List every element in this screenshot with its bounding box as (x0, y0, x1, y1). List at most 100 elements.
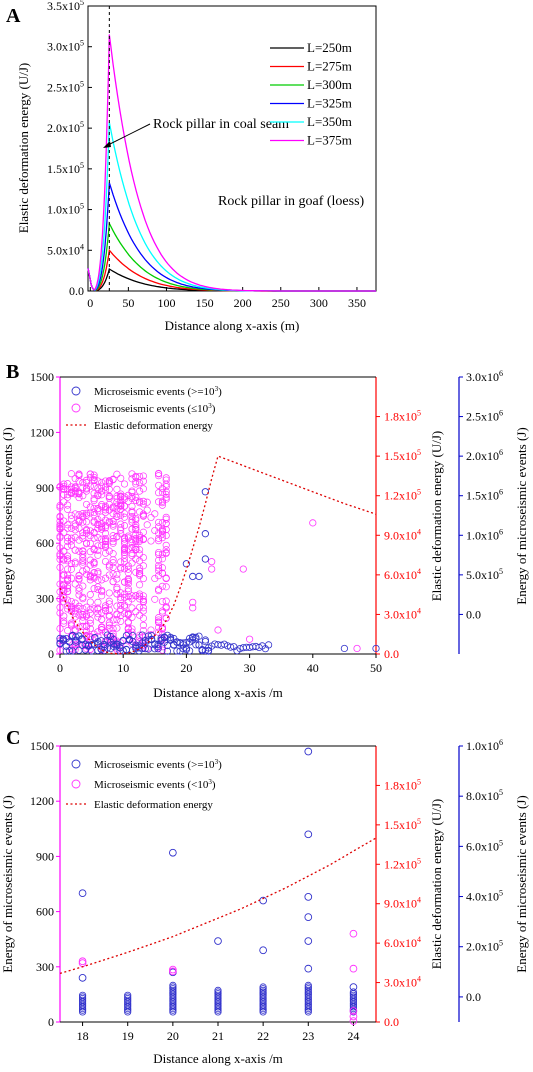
x-tick-label: 21 (212, 1029, 224, 1043)
panel-b-x-ticks: 0 10 20 30 40 50 (57, 654, 382, 675)
event-point-high (201, 555, 210, 563)
y-tick-label: 1.0x105 (47, 202, 84, 217)
event-point-low (155, 616, 163, 624)
event-point-high (349, 983, 358, 991)
event-point-low (136, 570, 144, 578)
event-point-high (214, 986, 222, 995)
event-point-low (64, 565, 72, 573)
event-point-low (120, 509, 129, 518)
event-point-low (136, 581, 144, 589)
event-point-high (124, 996, 132, 1004)
legend-marker (71, 403, 81, 413)
panel-c-left-y-label: Energy of microseismic events (J) (0, 795, 15, 972)
event-point-low (124, 611, 132, 619)
event-point-low (136, 508, 144, 516)
event-point-high (340, 644, 348, 653)
event-point-low (113, 513, 121, 521)
event-point-low (64, 521, 72, 529)
x-tick-label: 50 (370, 661, 382, 675)
panel-b-points (56, 411, 380, 655)
event-point-low (117, 589, 125, 597)
event-point-low (120, 493, 129, 501)
event-point-low (64, 552, 72, 560)
event-point-high (129, 631, 137, 640)
y-tick-label: 0 (48, 1015, 54, 1029)
event-point-low (64, 588, 72, 596)
event-point-low (67, 604, 75, 612)
y-tick-label: 2.5x106 (466, 409, 503, 424)
event-point-low (75, 470, 83, 478)
event-point-low (117, 612, 125, 620)
event-point-low (90, 630, 98, 638)
event-point-low (64, 524, 72, 532)
legend-label: Microseismic events (<103) (94, 778, 216, 791)
event-point-low (120, 603, 129, 611)
panel-b-left-ticks: 0 300 600 900 1200 1500 (30, 370, 60, 661)
event-point-low (136, 534, 144, 542)
event-point-low (132, 537, 140, 545)
event-point-high (192, 633, 200, 642)
legend-label: Microseismic events (>=103) (94, 758, 222, 771)
event-point-low (117, 617, 125, 625)
event-point-low (90, 473, 98, 481)
panel-a-series (87, 34, 376, 292)
event-point-high (195, 632, 203, 640)
event-point-low (158, 582, 166, 590)
event-point-high (304, 747, 313, 756)
event-point-low (94, 576, 102, 584)
event-point-low (98, 541, 106, 549)
event-point-low (109, 532, 117, 540)
event-point-low (128, 487, 136, 495)
event-point-high (169, 986, 177, 995)
event-point-low (90, 585, 98, 593)
event-point-low (117, 601, 125, 609)
event-point-low (86, 616, 94, 624)
event-point-low (132, 516, 140, 524)
y-tick-label: 4.0x105 (466, 889, 503, 904)
event-point-low (94, 534, 102, 542)
x-tick-label: 300 (310, 296, 328, 310)
y-tick-label: 1500 (30, 370, 54, 384)
event-point-low (101, 516, 110, 524)
event-point-low (101, 602, 110, 610)
series-line-L=300m (87, 221, 376, 292)
event-point-low (56, 595, 64, 603)
panel-a-y-ticks: 0.0 5.0x104 1.0x105 1.5x105 2.0x105 2.5x105 3.… (47, 0, 92, 298)
event-point-low (67, 489, 75, 497)
event-point-low (64, 505, 72, 513)
event-point-low (94, 568, 102, 576)
panel-a-label: A (6, 5, 21, 27)
event-point-low (162, 604, 170, 612)
event-point-high (259, 985, 267, 993)
event-point-low (128, 559, 136, 567)
event-point-low (128, 525, 136, 533)
legend-label: L=325m (307, 96, 352, 111)
event-point-low (155, 623, 163, 632)
event-point-low (162, 531, 170, 540)
event-point-low (117, 511, 125, 520)
event-point-low (169, 967, 177, 976)
event-point-low (162, 541, 170, 549)
event-point-low (105, 561, 113, 569)
event-point-low (60, 617, 68, 625)
event-point-low (158, 609, 166, 617)
event-point-low (120, 513, 129, 521)
x-tick-label: 22 (257, 1029, 269, 1043)
series-line-L=250m (87, 267, 376, 292)
event-point-low (64, 486, 72, 494)
event-point-low (139, 626, 147, 635)
event-point-low (71, 483, 79, 491)
event-point-low (155, 489, 163, 497)
event-point-low (98, 478, 106, 486)
event-point-low (113, 585, 121, 593)
event-point-low (132, 496, 140, 504)
legend-label: Elastic deformation energy (94, 420, 213, 432)
event-point-high (304, 964, 313, 973)
event-point-low (124, 565, 132, 573)
event-point-low (128, 613, 136, 621)
x-tick-label: 250 (272, 296, 290, 310)
event-point-low (113, 616, 121, 624)
event-point-low (162, 549, 170, 557)
event-point-low (124, 592, 132, 601)
y-tick-label: 1.8x105 (384, 777, 421, 792)
